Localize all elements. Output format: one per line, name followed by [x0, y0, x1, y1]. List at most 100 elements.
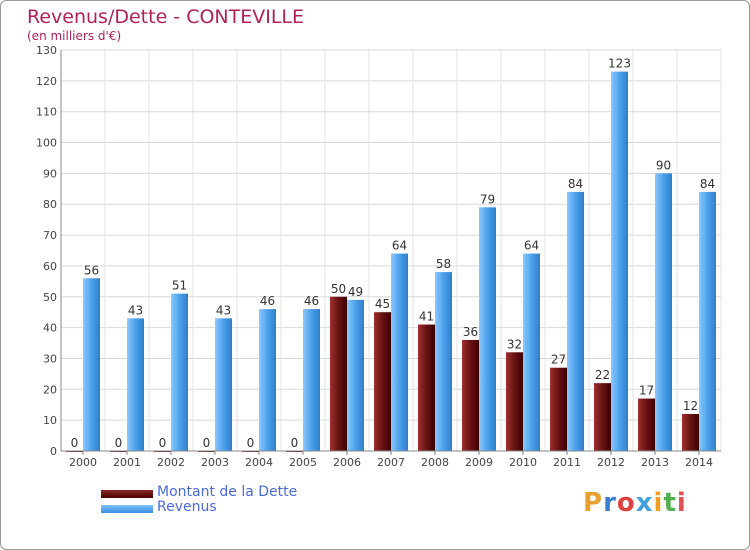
x-tick-label: 2008 [421, 456, 449, 469]
y-tick-label: 120 [36, 75, 57, 88]
data-label-revenus: 43 [128, 303, 143, 317]
logo-letter: t [663, 488, 677, 518]
x-tick-label: 2010 [509, 456, 537, 469]
x-tick-label: 2001 [113, 456, 141, 469]
logo-letter: i [676, 488, 687, 518]
bar-debt [594, 383, 611, 451]
data-label-revenus: 43 [216, 303, 231, 317]
data-label-debt: 41 [419, 310, 434, 324]
data-label-debt: 17 [639, 384, 654, 398]
data-label-revenus: 46 [304, 294, 319, 308]
bar-revenus [655, 173, 672, 451]
y-tick-label: 110 [36, 106, 57, 119]
bar-debt [462, 339, 479, 451]
x-tick-label: 2004 [245, 456, 273, 469]
y-tick-label: 130 [36, 44, 57, 57]
x-tick-label: 2003 [201, 456, 229, 469]
bar-revenus [347, 299, 364, 451]
data-label-debt: 0 [203, 436, 211, 450]
x-tick-label: 2013 [641, 456, 669, 469]
bar-debt [682, 413, 699, 451]
x-tick-label: 2002 [157, 456, 185, 469]
bar-revenus [567, 191, 584, 451]
data-label-revenus: 123 [608, 57, 631, 71]
bar-debt [418, 324, 435, 451]
data-label-revenus: 49 [348, 285, 363, 299]
bar-revenus [215, 318, 232, 451]
x-tick-label: 2007 [377, 456, 405, 469]
data-label-debt: 0 [115, 436, 123, 450]
data-label-debt: 12 [683, 399, 698, 413]
x-tick-label: 2005 [289, 456, 317, 469]
bar-revenus [479, 207, 496, 451]
chart-subtitle: (en milliers d'€) [27, 29, 122, 43]
logo-letter: o [616, 488, 636, 518]
bar-revenus [127, 318, 144, 451]
logo-letter: r [603, 488, 617, 518]
bar-debt [506, 352, 523, 451]
y-tick-label: 20 [43, 383, 57, 396]
data-label-debt: 22 [595, 368, 610, 382]
bar-revenus [611, 71, 628, 451]
y-tick-label: 100 [36, 137, 57, 150]
data-label-revenus: 46 [260, 294, 275, 308]
data-label-debt: 45 [375, 297, 390, 311]
y-tick-label: 30 [43, 352, 57, 365]
y-tick-label: 40 [43, 322, 57, 335]
data-label-revenus: 64 [392, 239, 407, 253]
data-label-revenus: 51 [172, 279, 187, 293]
data-label-revenus: 84 [568, 177, 583, 191]
proxiti-logo: Proxiti [583, 488, 687, 518]
logo-letter: x [635, 488, 654, 518]
y-tick-label: 80 [43, 198, 57, 211]
bar-revenus [303, 309, 320, 451]
x-tick-label: 2012 [597, 456, 625, 469]
bar-revenus [391, 253, 408, 451]
data-label-debt: 0 [291, 436, 299, 450]
data-label-revenus: 84 [700, 177, 715, 191]
data-label-debt: 0 [159, 436, 167, 450]
chart-legend: Montant de la Dette Revenus [101, 484, 341, 517]
legend-swatch-revenus [101, 505, 153, 513]
logo-letter: i [653, 488, 664, 518]
data-label-debt: 50 [331, 282, 346, 296]
x-tick-label: 2009 [465, 456, 493, 469]
bar-revenus [83, 278, 100, 451]
x-tick-label: 2006 [333, 456, 361, 469]
bar-debt [550, 367, 567, 451]
x-tick-label: 2011 [553, 456, 581, 469]
bar-revenus [259, 309, 276, 451]
data-label-debt: 36 [463, 325, 478, 339]
data-label-debt: 0 [247, 436, 255, 450]
bar-revenus [523, 253, 540, 451]
data-label-revenus: 64 [524, 239, 539, 253]
bar-debt [374, 312, 391, 451]
y-tick-label: 70 [43, 229, 57, 242]
legend-item-debt: Montant de la Dette [101, 484, 341, 502]
legend-item-revenus: Revenus [101, 499, 341, 517]
bar-debt [330, 296, 347, 451]
data-label-revenus: 56 [84, 263, 99, 277]
x-tick-label: 2000 [69, 456, 97, 469]
y-tick-label: 0 [50, 445, 57, 458]
bar-revenus [699, 191, 716, 451]
bar-revenus [435, 272, 452, 451]
y-tick-label: 50 [43, 291, 57, 304]
data-label-debt: 32 [507, 337, 522, 351]
bar-debt [638, 398, 655, 451]
data-label-revenus: 79 [480, 192, 495, 206]
data-label-debt: 0 [71, 436, 79, 450]
logo-letter: P [583, 488, 604, 518]
x-tick-label: 2014 [685, 456, 713, 469]
data-label-revenus: 58 [436, 257, 451, 271]
y-tick-label: 10 [43, 414, 57, 427]
data-label-debt: 27 [551, 353, 566, 367]
data-label-revenus: 90 [656, 158, 671, 172]
legend-label-debt: Montant de la Dette [157, 484, 298, 500]
y-tick-label: 90 [43, 167, 57, 180]
legend-label-revenus: Revenus [157, 499, 217, 515]
bar-revenus [171, 293, 188, 451]
chart-title: Revenus/Dette - CONTEVILLE [27, 6, 305, 28]
